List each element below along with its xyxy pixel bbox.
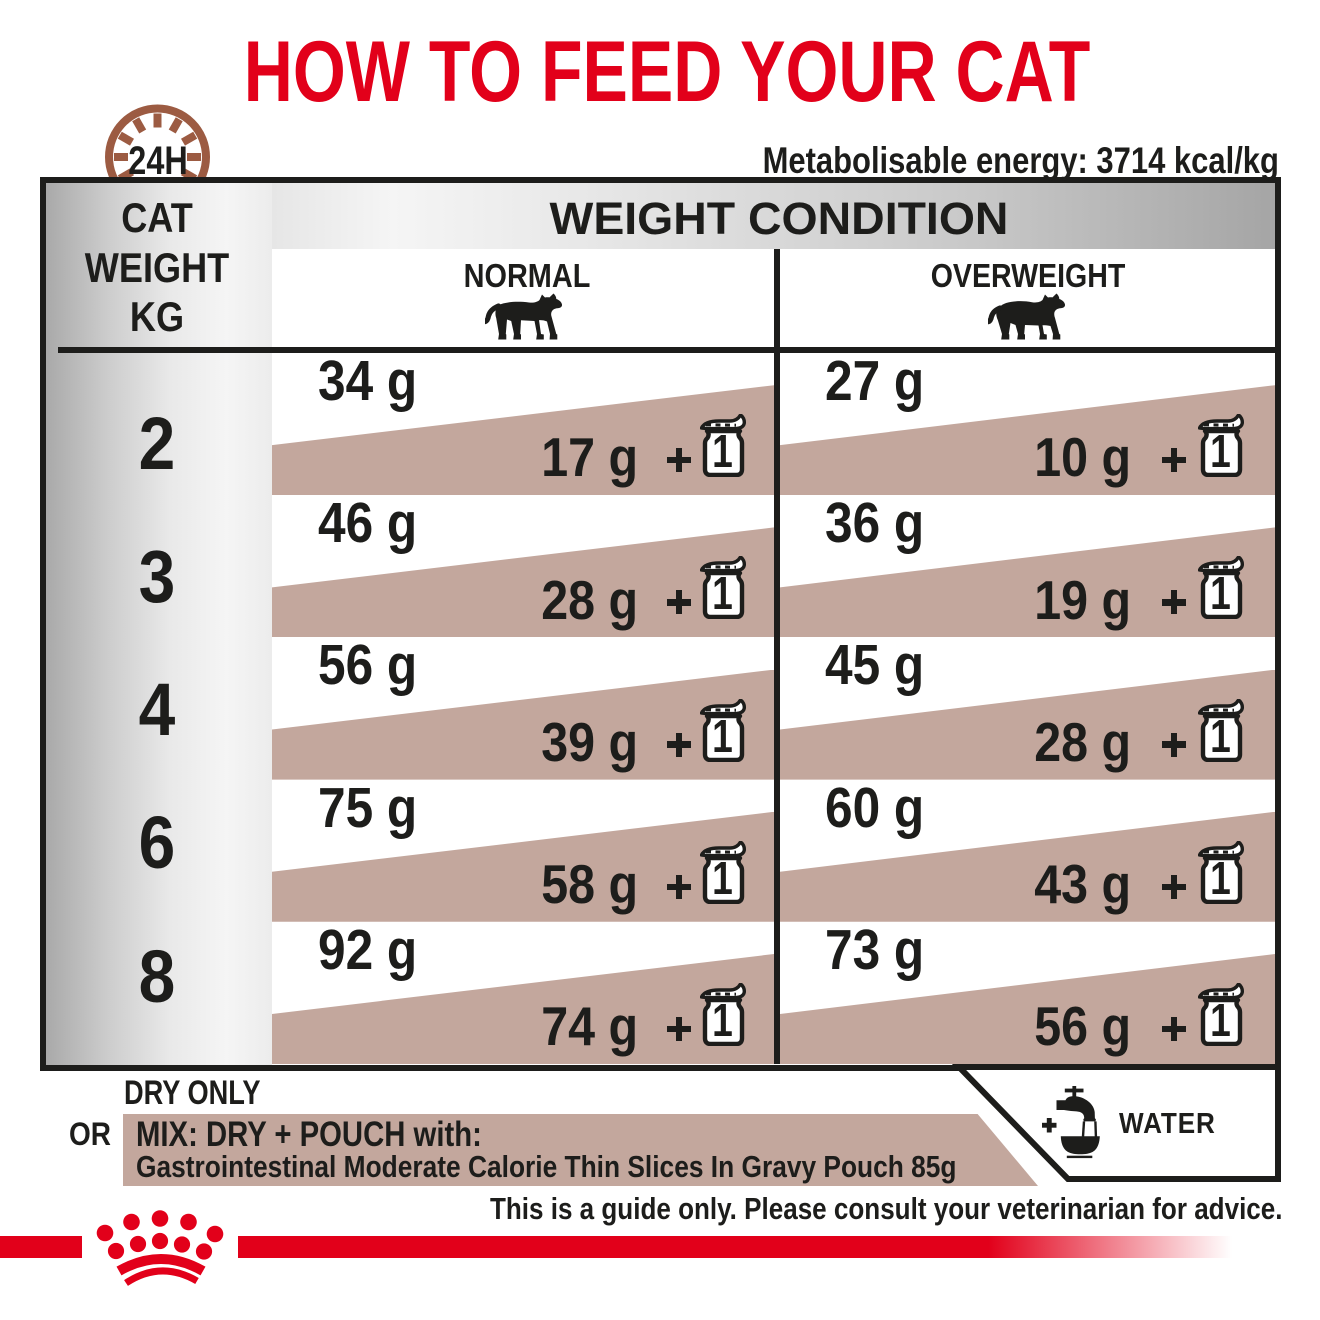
svg-text:1: 1 — [712, 567, 733, 619]
svg-text:24H: 24H — [128, 138, 187, 177]
svg-text:1: 1 — [712, 710, 733, 762]
svg-text:1: 1 — [712, 994, 733, 1046]
svg-text:1: 1 — [712, 852, 733, 904]
svg-text:1: 1 — [1210, 710, 1231, 762]
svg-text:1: 1 — [1210, 567, 1231, 619]
svg-text:1: 1 — [1210, 852, 1231, 904]
svg-text:1: 1 — [1210, 425, 1231, 477]
svg-text:1: 1 — [1210, 994, 1231, 1046]
svg-text:1: 1 — [712, 425, 733, 477]
